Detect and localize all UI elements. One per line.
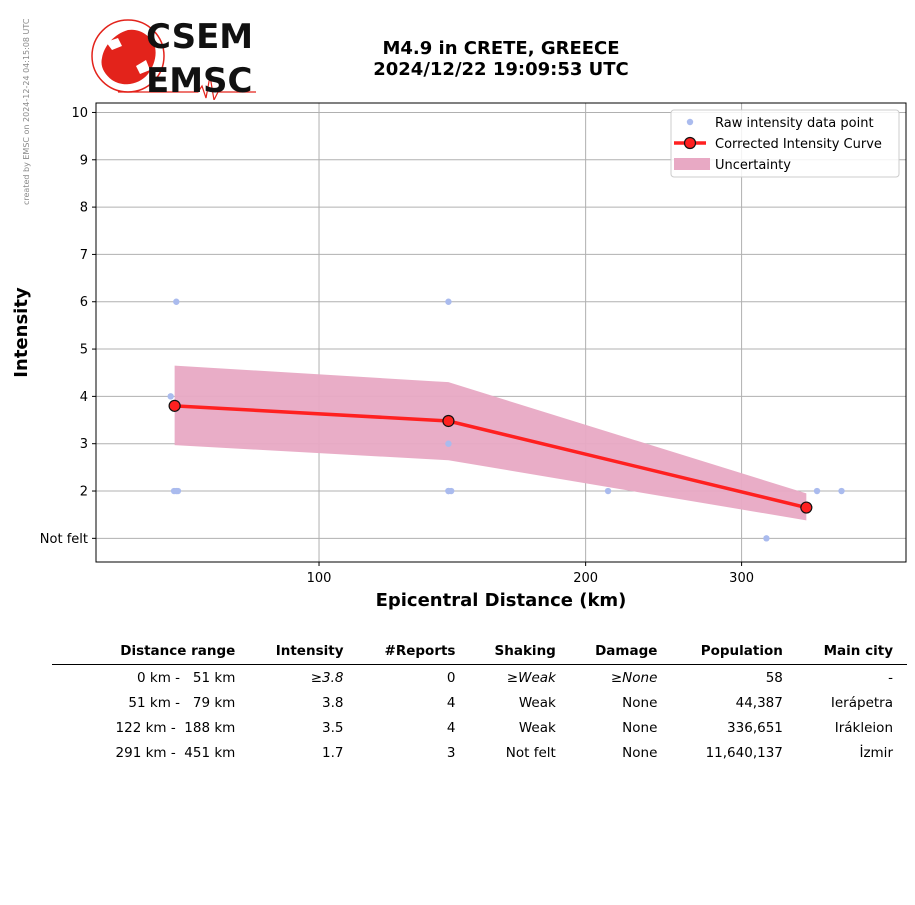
x-tick-label: 100 — [307, 571, 332, 586]
table-cell: Irákleion — [834, 719, 893, 736]
plot-frame — [95, 102, 907, 563]
table-cell: 3.8 — [322, 694, 344, 711]
raw-data-point — [170, 487, 178, 495]
table-header-cell: Distance range — [120, 643, 236, 659]
table-cell: Ierápetra — [830, 694, 893, 711]
legend-label: Uncertainty — [715, 158, 791, 173]
table-header-cell: Shaking — [494, 643, 556, 659]
y-tick-label: 2 — [80, 485, 88, 500]
title-line1: M4.9 in CRETE, GREECE — [382, 38, 620, 59]
legend: Raw intensity data point Corrected Intens… — [670, 109, 900, 178]
intensity-chart: Not felt 2 3 4 5 6 7 8 9 10 100 200 300 Epicentral Di… — [11, 102, 907, 611]
table-cell: 336,651 — [727, 719, 783, 736]
y-tick-label: 10 — [71, 106, 88, 121]
table-header-cell: Main city — [823, 643, 893, 659]
table-header-cell: Intensity — [275, 643, 344, 659]
raw-data-point — [813, 487, 821, 495]
table-row: 122 km - 188 km 3.5 4 Weak None 336,651 Irákle… — [52, 715, 907, 740]
logo-line2: EMSC — [146, 61, 253, 100]
table-cell: 122 km - 188 km — [115, 719, 236, 736]
table-cell: - — [888, 669, 893, 686]
x-axis-label: Epicentral Distance (km) — [376, 590, 627, 611]
raw-data-point — [445, 298, 452, 305]
table-cell: 1.7 — [322, 744, 344, 761]
y-tick-label: 6 — [80, 295, 88, 310]
table-cell: Weak — [518, 719, 556, 736]
table-cell: 3 — [446, 744, 456, 761]
table-cell: 51 km - 79 km — [128, 694, 236, 711]
y-axis-label: Intensity — [11, 287, 32, 378]
table-cell: None — [622, 694, 658, 711]
table-cell: None — [622, 719, 658, 736]
legend-raw-marker — [686, 118, 694, 126]
table-row: 291 km - 451 km 1.7 3 Not felt None 11,640,13… — [52, 740, 907, 765]
table-cell: 291 km - 451 km — [115, 744, 236, 761]
table-cell: ≥Weak — [506, 669, 556, 686]
table-header-row: Distance range Intensity #Reports Shaking Da… — [52, 640, 907, 665]
table-header-cell: #Reports — [384, 643, 456, 659]
table-cell: ≥3.8 — [310, 669, 344, 686]
raw-data-point — [604, 487, 612, 495]
table-cell: 4 — [446, 719, 456, 736]
raw-data-point — [445, 440, 452, 447]
legend-box — [670, 109, 900, 178]
intensity-table: Distance range Intensity #Reports Shaking Da… — [52, 640, 907, 765]
table-row: 51 km - 79 km 3.8 4 Weak None 44,387 Ierápetra — [52, 690, 907, 715]
table-cell: Weak — [518, 694, 556, 711]
y-tick-label: 9 — [80, 153, 88, 168]
uncertainty-band — [174, 365, 807, 521]
table-row: 0 km - 51 km ≥3.8 0 ≥Weak ≥None 58 - — [52, 665, 907, 691]
x-tick-label: 300 — [729, 571, 754, 586]
title-line2: 2024/12/22 19:09:53 UTC — [373, 59, 629, 80]
y-tick-label: 5 — [80, 343, 88, 358]
table-cell: 44,387 — [735, 694, 783, 711]
table-cell: 3.5 — [322, 719, 344, 736]
table-cell: 58 — [765, 669, 783, 686]
y-tick-label: 4 — [80, 390, 88, 405]
table-header-cell: Population — [700, 643, 783, 659]
table-cell: 0 km - 51 km — [137, 669, 236, 686]
legend-curve-marker — [683, 136, 697, 150]
table-cell: ≥None — [610, 669, 658, 686]
intensity-curve-marker — [442, 414, 455, 428]
raw-data-point — [167, 393, 174, 400]
emsc-logo: CSEM EMSC — [91, 17, 256, 100]
raw-data-point — [445, 487, 452, 495]
intensity-curve-marker — [168, 399, 181, 412]
intensity-curve-marker — [800, 501, 813, 514]
table-cell: 0 — [446, 669, 456, 686]
table-header-cell: Damage — [595, 643, 658, 659]
raw-data-point — [838, 487, 845, 495]
raw-data-point — [763, 535, 770, 542]
y-tick-label: Not felt — [40, 532, 88, 547]
table-cell: İzmir — [859, 744, 893, 761]
table-cell: 11,640,137 — [705, 744, 783, 761]
raw-data-point — [173, 298, 180, 305]
legend-label: Raw intensity data point — [715, 116, 874, 131]
x-tick-label: 200 — [573, 571, 598, 586]
legend-label: Corrected Intensity Curve — [715, 137, 882, 152]
y-tick-label: 8 — [80, 201, 88, 216]
y-tick-label: 3 — [80, 437, 88, 452]
chart-title: M4.9 in CRETE, GREECE 2024/12/22 19:09:5… — [300, 38, 702, 80]
logo-line1: CSEM — [146, 17, 253, 57]
table-cell: Not felt — [505, 744, 556, 761]
legend-uncertainty-swatch — [674, 158, 710, 170]
table-cell: None — [622, 744, 658, 761]
table-cell: 4 — [446, 694, 456, 711]
y-tick-label: 7 — [80, 248, 88, 263]
